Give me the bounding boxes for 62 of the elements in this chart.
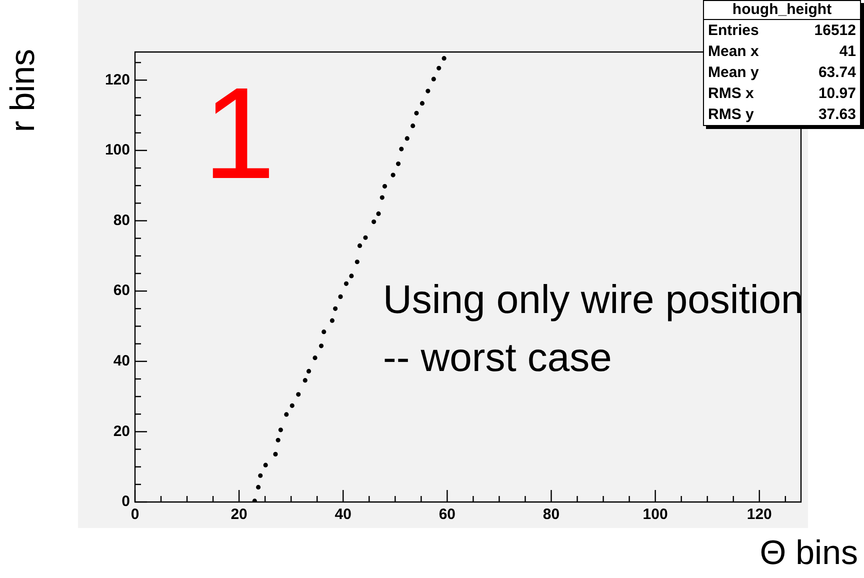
point [399, 146, 404, 152]
text: Mean y 63.74 [708, 64, 856, 81]
x-tick-label: 100 [642, 506, 668, 524]
text: RMS x 10.97 [708, 85, 856, 102]
point [363, 235, 368, 240]
point [396, 161, 401, 166]
x-tick-label: 120 [746, 506, 772, 524]
point [404, 136, 410, 141]
point [354, 260, 360, 264]
point [431, 76, 436, 82]
point [333, 306, 338, 311]
y-axis-title: r bins [4, 48, 44, 132]
point [382, 184, 388, 189]
x-axis-title: Θ bins [760, 534, 858, 573]
point [390, 172, 396, 178]
text: Entries 16512 [708, 22, 856, 39]
point [312, 356, 318, 360]
y-tick-label: 60 [113, 282, 130, 300]
x-tick-label: 40 [334, 506, 352, 524]
y-tick-label: 0 [122, 493, 130, 510]
y-tick-label: 100 [104, 142, 130, 159]
y-tick-label: 20 [113, 422, 130, 440]
point [276, 438, 280, 442]
point [372, 220, 376, 224]
point [436, 66, 442, 70]
point [349, 274, 354, 278]
point [442, 56, 446, 61]
text: RMS y 37.63 [708, 106, 856, 123]
annotation: Using only wire position [383, 277, 804, 324]
point [263, 462, 268, 468]
point [410, 124, 416, 128]
point [338, 294, 343, 299]
point [273, 452, 278, 456]
point [290, 403, 294, 408]
y-tick-label: 80 [113, 212, 130, 229]
point [380, 195, 384, 200]
point [296, 392, 301, 397]
annotation: -- worst case [383, 335, 612, 382]
text: Mean x 41 [708, 43, 856, 60]
y-tick-label: 40 [113, 352, 130, 370]
point [318, 344, 324, 348]
point [376, 211, 381, 216]
point [357, 243, 362, 248]
annotation: 1 [203, 60, 276, 206]
point [252, 498, 257, 502]
point [284, 412, 289, 417]
point [322, 330, 326, 334]
point [258, 473, 263, 478]
point [278, 428, 283, 432]
y-tick-label: 120 [104, 71, 130, 88]
point [426, 88, 430, 94]
point [420, 101, 425, 106]
point [344, 281, 349, 286]
x-tick-label: 60 [438, 506, 456, 524]
x-tick-label: 80 [542, 506, 560, 524]
point [414, 110, 419, 116]
x-tick-label: 20 [230, 506, 248, 524]
point [256, 484, 261, 490]
point [302, 378, 308, 383]
point [330, 318, 334, 323]
text: hough_height [704, 1, 860, 20]
point [306, 368, 312, 374]
